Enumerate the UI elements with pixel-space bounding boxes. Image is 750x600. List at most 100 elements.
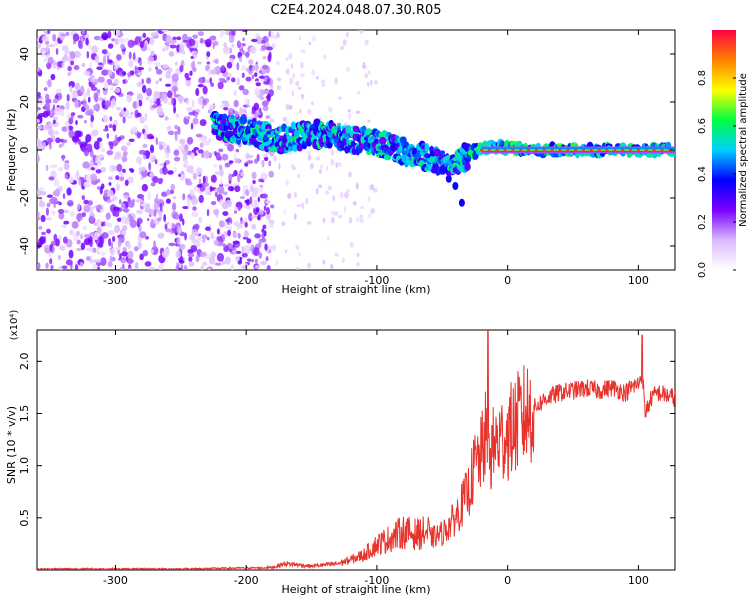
snr-series-line — [37, 330, 675, 570]
spectrogram-cell — [65, 259, 73, 266]
spectrogram-cell — [142, 249, 149, 257]
spectrogram-cell — [182, 205, 189, 210]
spectrogram-cell — [153, 202, 159, 212]
spectrogram-cell — [198, 178, 202, 185]
spectrogram-cell — [139, 231, 147, 239]
spectrogram-cell — [127, 176, 134, 184]
spectrogram-cell — [259, 107, 262, 114]
spectrogram-cell — [171, 73, 179, 83]
spectrogram-cell — [334, 77, 338, 85]
spectrogram-cell — [255, 82, 261, 87]
spectrogram-cell — [125, 216, 130, 225]
spectrogram-cell — [174, 61, 178, 66]
spectrogram-cell — [71, 135, 80, 143]
spectrogram-cell — [124, 179, 129, 187]
spectrogram-cell — [132, 52, 136, 61]
spectrogram-cell — [147, 47, 151, 52]
spectrogram-cell — [262, 105, 269, 112]
spectrogram-cell — [112, 165, 118, 172]
spectrogram-cell — [379, 136, 387, 145]
spectrogram-cell — [45, 164, 49, 172]
spectrogram-cell — [295, 244, 300, 251]
spectrogram-cell — [300, 62, 304, 69]
spectrogram-cell — [231, 43, 235, 48]
spectrogram-cell — [145, 236, 149, 240]
spectrogram-cell — [197, 149, 204, 154]
spectrogram-cell — [47, 79, 52, 88]
spectrogram-cell — [238, 85, 245, 91]
spectrogram-cell — [121, 155, 128, 163]
spectrogram-cell — [83, 233, 91, 239]
spectrogram-cell — [199, 251, 207, 258]
spectrogram-cell — [223, 124, 229, 133]
spectrogram-cell — [187, 253, 195, 258]
spectrogram-cell — [194, 113, 198, 118]
spectrogram-cell — [234, 255, 240, 262]
spectrogram-cell — [82, 225, 88, 231]
spectrogram-cell — [63, 220, 70, 225]
spectrogram-cell — [108, 238, 112, 247]
spectrogram-cell — [192, 34, 198, 39]
spectrogram-cell — [201, 151, 205, 159]
spectrogram-cell — [240, 65, 247, 71]
spectrogram-cell — [197, 83, 204, 88]
spectrogram-cell — [86, 87, 91, 97]
spectrogram-cell — [93, 92, 99, 102]
spectrogram-cell — [228, 222, 232, 230]
spectrogram-cell — [136, 112, 142, 118]
spectrogram-cell — [37, 97, 45, 106]
spectrogram-cell — [193, 223, 200, 230]
spectrogram-cell — [245, 205, 251, 210]
spectrogram-cell — [136, 100, 140, 109]
spectrogram-cell — [83, 181, 91, 188]
spectrogram-cell — [326, 165, 329, 172]
spectrogram-cell — [159, 77, 162, 82]
spectrogram-cell — [239, 107, 244, 115]
spectrogram-cell — [265, 256, 269, 262]
spectrogram-cell — [190, 152, 195, 159]
spectrogram-cell — [108, 123, 113, 129]
spectrogram-cell — [118, 171, 125, 176]
spectrogram-cell — [157, 177, 163, 185]
spectrogram-cell — [322, 217, 326, 224]
spectrogram-cell — [318, 168, 323, 174]
spectrogram-cell — [127, 39, 135, 49]
spectrogram-cell — [258, 75, 266, 79]
spectrogram-cell — [48, 176, 55, 181]
spectrogram-cell — [126, 94, 133, 103]
spectrogram-cell — [149, 36, 155, 46]
spectrogram-cell — [208, 104, 215, 108]
spectrogram-cell — [49, 258, 53, 265]
spectrogram-cell — [241, 30, 248, 33]
spectrogram-carrier — [481, 149, 675, 151]
spectrogram-cell — [99, 235, 103, 245]
spectrogram-cell — [130, 127, 138, 134]
spectrogram-cell — [261, 193, 269, 199]
spectrogram-cell — [234, 110, 239, 119]
spectrogram-cell — [114, 224, 121, 234]
spectrogram-cell — [144, 202, 151, 212]
spectrogram-cell — [216, 228, 220, 235]
spectrogram-cell — [264, 243, 268, 251]
snr-multiplier: (x10⁴) — [9, 310, 20, 341]
spectrogram-cell — [195, 133, 203, 138]
spectrogram-cell — [321, 83, 326, 88]
spectrogram-cell — [95, 218, 102, 227]
spectrogram-cell — [149, 153, 154, 162]
spectrogram-cell — [93, 231, 99, 241]
spectrogram-cell — [119, 253, 122, 260]
spectrogram-cell — [487, 148, 491, 152]
spectrogram-cell — [159, 202, 163, 212]
spectrogram-cell — [149, 135, 155, 140]
spectrogram-cell — [344, 206, 347, 213]
spectrogram-cell — [253, 102, 260, 111]
spectrogram-cell — [356, 91, 361, 95]
spectrogram-cell — [263, 230, 267, 237]
x-tick-label: -100 — [364, 274, 389, 287]
spectrogram-cell — [348, 171, 352, 178]
spectrogram-cell — [367, 196, 371, 202]
spectrogram-cell — [121, 51, 126, 55]
spectrogram-cell — [339, 45, 345, 50]
spectrogram-cell — [167, 125, 172, 130]
spectrogram-cell — [37, 92, 41, 97]
